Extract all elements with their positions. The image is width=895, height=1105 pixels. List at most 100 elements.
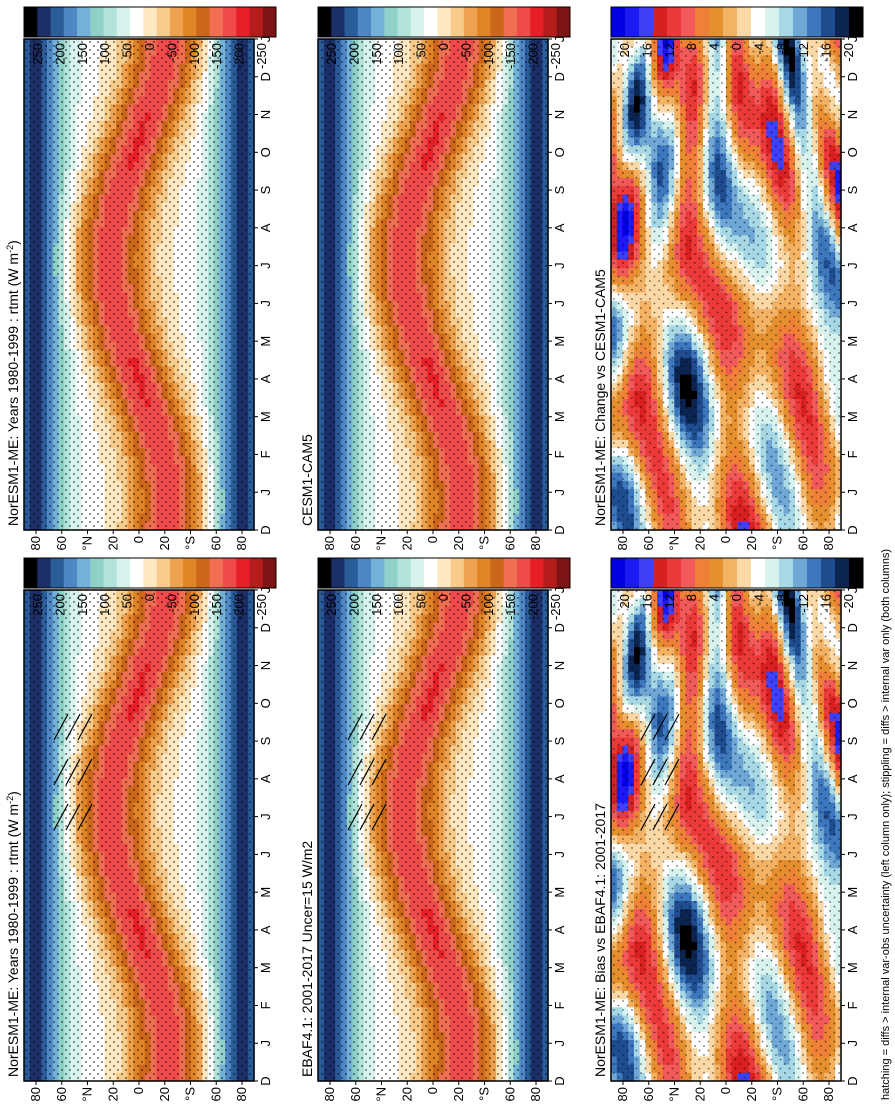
colorbar-swatch: [24, 7, 38, 37]
title-superscript: -2: [5, 796, 15, 804]
colorbar-tick-label: -50: [164, 43, 179, 62]
colorbar-tick-label: 100: [97, 594, 112, 616]
month-tick-label: O: [258, 698, 273, 708]
colorbar-tick-label: -100: [187, 594, 202, 620]
stipple-overlay: [24, 590, 254, 1081]
colorbar-swatch: [170, 558, 184, 588]
colorbar-tick-label: 150: [75, 43, 90, 65]
colorbar-swatch: [104, 558, 118, 588]
lat-tick-label: 80: [28, 1087, 43, 1101]
colorbar-swatch: [157, 558, 171, 588]
lat-tick-label: °S: [183, 1087, 198, 1101]
colorbar-swatch: [104, 7, 118, 37]
colorbar-swatch: [210, 558, 224, 588]
colorbar-swatch: [183, 558, 197, 588]
panel-grid: NorESM1-ME: Years 1980-1999 : rtmt (W m-…: [5, 7, 864, 1102]
month-tick-label: J: [258, 813, 273, 820]
colorbar-swatch: [249, 7, 263, 37]
month-tick-label: F: [258, 1001, 273, 1009]
colorbar-swatch: [263, 7, 277, 37]
lat-tick-label: 60: [54, 1087, 69, 1101]
colorbar-swatch: [170, 7, 184, 37]
lat-tick-label: 80: [234, 1087, 249, 1101]
month-tick-label: J: [258, 262, 273, 269]
month-tick-label: S: [258, 736, 273, 745]
colorbar-swatch: [24, 558, 38, 588]
lat-tick-label: 60: [208, 1087, 223, 1101]
colorbar-tick-label: -200: [232, 594, 247, 620]
colorbar-swatch: [223, 558, 237, 588]
month-tick-label: A: [258, 774, 273, 783]
colorbar-swatch: [37, 558, 51, 588]
month-tick-label: M: [258, 336, 273, 347]
colorbar-swatch: [210, 7, 224, 37]
colorbar-swatch: [157, 7, 171, 37]
colorbar-tick-label: 50: [120, 43, 135, 57]
month-tick-label: N: [258, 661, 273, 670]
colorbar-swatch: [117, 558, 131, 588]
colorbar-tick-label: 0: [142, 43, 157, 50]
month-tick-label: D: [258, 1076, 273, 1085]
lat-tick-label: °S: [183, 536, 198, 550]
colorbar-swatch: [64, 558, 78, 588]
lat-tick-label: 60: [208, 536, 223, 550]
month-tick-label: D: [258, 72, 273, 81]
lat-tick-label: 0: [131, 536, 146, 543]
lat-tick-label: 80: [234, 536, 249, 550]
lat-tick-label: 20: [157, 1087, 172, 1101]
chart-panel: CESM1-CAM5DJFMAMJJASONDJ80 60 °N 20 0 20 °S 60 8…: [299, 7, 571, 551]
colorbar-swatch: [51, 558, 65, 588]
title-tail: ): [5, 791, 21, 796]
colorbar-tick-label: -100: [187, 43, 202, 69]
colorbar-tick-label: 50: [120, 594, 135, 608]
month-tick-label: A: [258, 925, 273, 934]
colorbar-swatch: [117, 7, 131, 37]
month-tick-label: D: [258, 525, 273, 534]
colorbar-swatch: [51, 7, 65, 37]
month-tick-label: F: [258, 450, 273, 458]
title-superscript: -2: [5, 245, 15, 253]
month-tick-label: J: [258, 1040, 273, 1047]
month-tick-label: N: [258, 110, 273, 119]
colorbar-swatch: [143, 7, 157, 37]
stipple-overlay: [24, 39, 254, 530]
colorbar-swatch: [64, 7, 78, 37]
lat-tick-label: 20: [105, 1087, 120, 1101]
month-tick-label: J: [258, 851, 273, 858]
colorbar-tick-label: -250: [254, 594, 269, 620]
month-tick-label: M: [258, 887, 273, 898]
colorbar-tick-label: 200: [52, 43, 67, 65]
colorbar-tick-label: 100: [97, 43, 112, 65]
colorbar-tick-label: 0: [142, 594, 157, 601]
panel-title: NorESM1-ME: Years 1980-1999 : rtmt (W m-…: [5, 791, 21, 1077]
colorbar-tick-label: 250: [30, 43, 45, 65]
lat-tick-label: 20: [157, 536, 172, 550]
colorbar-swatch: [90, 7, 104, 37]
month-tick-label: D: [258, 623, 273, 632]
title-tail: ): [5, 240, 21, 245]
chart-panel: NorESM1-ME: Years 1980-1999 : rtmt (W m-…: [5, 7, 277, 551]
colorbar-swatch: [77, 7, 91, 37]
colorbar-swatch: [130, 7, 144, 37]
month-tick-label: S: [258, 185, 273, 194]
panel-title: NorESM1-ME: Years 1980-1999 : rtmt (W m-…: [5, 240, 21, 526]
colorbar-tick-label: 200: [52, 594, 67, 616]
colorbar-swatch: [37, 7, 51, 37]
colorbar-tick-label: -150: [209, 43, 224, 69]
colorbar-swatch: [196, 558, 210, 588]
month-tick-label: M: [258, 962, 273, 973]
colorbar-swatch: [183, 7, 197, 37]
lat-tick-label: 20: [105, 536, 120, 550]
colorbar-swatch: [90, 558, 104, 588]
lat-tick-label: 80: [28, 536, 43, 550]
colorbar-swatch: [236, 558, 250, 588]
colorbar-tick-label: -200: [232, 43, 247, 69]
month-tick-label: A: [258, 374, 273, 383]
month-tick-label: M: [258, 411, 273, 422]
lat-tick-label: 0: [131, 1087, 146, 1094]
colorbar-swatch: [130, 558, 144, 588]
colorbar-swatch: [143, 558, 157, 588]
lat-tick-label: °N: [80, 1087, 95, 1102]
lat-tick-label: °N: [80, 536, 95, 551]
